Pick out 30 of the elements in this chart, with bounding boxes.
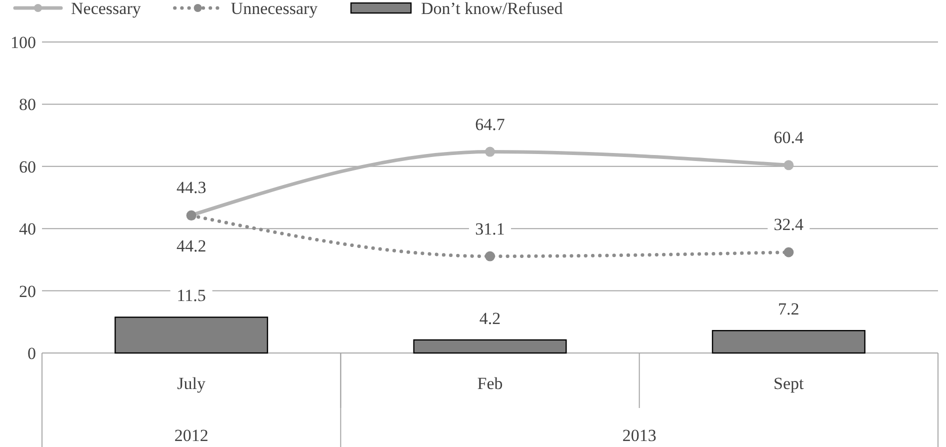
y-tick-label: 40 <box>19 220 36 239</box>
data-label: 60.4 <box>774 128 804 148</box>
data-label: 32.4 <box>774 215 804 234</box>
point <box>784 247 794 258</box>
bar <box>114 316 268 354</box>
legend-label: Don’t know/Refused <box>421 0 564 18</box>
y-tick-label: 20 <box>19 282 36 301</box>
y-tick-label: 80 <box>19 95 36 114</box>
y-tick-label: 60 <box>19 157 36 176</box>
y-tick-label: 0 <box>28 344 36 363</box>
point <box>485 146 495 157</box>
text: 2013 <box>622 426 656 445</box>
data-label: 44.3 <box>176 178 206 198</box>
text: 2012 <box>174 426 208 445</box>
x-tick-label: Sept <box>774 374 804 393</box>
legend-label: Unnecessary <box>230 0 318 18</box>
legend-label: Necessary <box>71 0 142 18</box>
bar <box>712 330 866 354</box>
bar <box>413 339 567 354</box>
x-tick-label: July <box>177 374 206 393</box>
y-tick-label: 100 <box>10 33 36 52</box>
x-tick-label: Feb <box>477 374 503 393</box>
data-label: 7.2 <box>778 300 800 319</box>
data-label: 31.1 <box>475 219 505 238</box>
point <box>784 160 794 170</box>
data-label: 44.2 <box>176 236 206 256</box>
point <box>485 251 495 262</box>
data-label: 11.5 <box>176 286 206 306</box>
data-label: 64.7 <box>475 114 506 134</box>
data-label: 4.2 <box>479 308 501 328</box>
